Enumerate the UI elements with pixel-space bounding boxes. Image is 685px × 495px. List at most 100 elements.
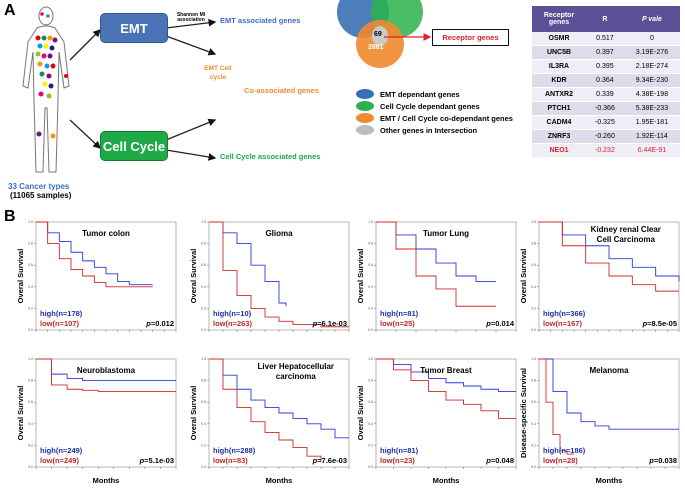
- p-value-cell: 1.92E-114: [623, 129, 680, 144]
- high-label: high(n=81): [380, 309, 419, 318]
- y-axis-label: Overal Survival: [189, 249, 198, 304]
- table-row: ZNRF3 -0.260 1.92E-114: [532, 129, 680, 144]
- km-plot: 0.0 0.2 0.4 0.6 0.8 1.0 Liver Hepatocellularca…: [189, 357, 350, 485]
- plot-title: Liver Hepatocellular: [258, 362, 334, 371]
- r-value-cell: 0.339: [586, 87, 624, 102]
- samples-label: (11065 samples): [10, 191, 72, 200]
- y-tick-label: 0.6: [531, 263, 536, 267]
- receptor-table: Receptor genes R P vale OSMR 0.517 0 UNC5B 0…: [532, 6, 680, 158]
- venn-inner-2861: 2861: [368, 44, 384, 51]
- r-value-cell: -0.366: [586, 101, 624, 116]
- low-label: low(n=25): [380, 319, 415, 328]
- gene-name-cell: ZNRF3: [532, 129, 586, 144]
- low-series-line: [539, 221, 679, 292]
- venn-diagram: [337, 0, 423, 68]
- y-tick-label: 1.0: [368, 357, 373, 361]
- y-axis-label: Overal Survival: [189, 386, 198, 441]
- y-tick-label: 0.0: [201, 465, 206, 469]
- plot-title: Kidney renal Clear: [591, 225, 661, 234]
- table-row: PTCH1 -0.366 5.38E-233: [532, 101, 680, 116]
- p-value-label: p=6.1e-03: [312, 319, 347, 328]
- y-tick-label: 1.0: [28, 357, 33, 361]
- gene-name-cell: PTCH1: [532, 101, 586, 116]
- p-value-cell: 3.19E-276: [623, 45, 680, 60]
- plot-title-line2: carcinoma: [276, 372, 317, 381]
- p-value-label: p=5.1e-03: [139, 456, 174, 465]
- high-series-line: [36, 221, 153, 286]
- panel-letter-a: A: [4, 2, 16, 19]
- y-tick-label: 0.6: [531, 400, 536, 404]
- r-value-cell: -0.260: [586, 129, 624, 144]
- low-series-line: [376, 221, 496, 307]
- r-value-cell: 0.364: [586, 73, 624, 88]
- y-tick-label: 0.0: [28, 328, 33, 332]
- high-series-line: [376, 358, 516, 392]
- legend-cell-cycle: Cell Cycle dependant genes: [356, 100, 513, 112]
- high-label: high(n=10): [213, 309, 252, 318]
- x-axis-label: Months: [596, 476, 623, 485]
- legend-emt: EMT dependant genes: [356, 88, 513, 100]
- y-tick-label: 0.4: [368, 422, 373, 426]
- venn-arrow: [384, 33, 432, 41]
- co-genes-label: Co-associated genes: [244, 86, 320, 95]
- high-label: high(n=186): [543, 446, 586, 455]
- y-tick-label: 0.0: [368, 328, 373, 332]
- table-row: CADM4 -0.325 1.95E-181: [532, 115, 680, 130]
- low-label: low(n=107): [40, 319, 79, 328]
- y-tick-label: 0.4: [201, 422, 206, 426]
- y-tick-label: 0.0: [28, 465, 33, 469]
- y-axis-label: Overal Survival: [16, 386, 25, 441]
- y-tick-label: 0.2: [531, 443, 536, 447]
- p-value-label: p=0.012: [145, 319, 174, 328]
- y-axis-label: Overal Survival: [356, 386, 365, 441]
- y-tick-label: 0.4: [28, 285, 33, 289]
- r-value-cell: 0.517: [586, 32, 624, 46]
- p-value-cell: 9.34E-230: [623, 73, 680, 88]
- emt-genes-label: EMT associated genes: [220, 16, 301, 25]
- r-value-cell: -0.325: [586, 115, 624, 130]
- y-tick-label: 0.0: [201, 328, 206, 332]
- low-series-line: [376, 358, 516, 419]
- low-series-line: [539, 358, 574, 455]
- p-value-cell: 2.18E-274: [623, 59, 680, 74]
- y-axis-label: Overal Survival: [16, 249, 25, 304]
- x-axis-label: Months: [433, 476, 460, 485]
- y-tick-label: 0.2: [201, 443, 206, 447]
- high-label: high(n=178): [40, 309, 83, 318]
- plot-title: Melanoma: [589, 366, 629, 375]
- y-tick-label: 1.0: [28, 220, 33, 224]
- emt-box: EMT: [100, 13, 168, 43]
- gene-name-cell: UNC5B: [532, 45, 586, 60]
- p-value-label: p=0.048: [485, 456, 514, 465]
- high-label: high(n=366): [543, 309, 586, 318]
- table-row: IL3RA 0.395 2.18E-274: [532, 59, 680, 74]
- y-tick-label: 0.0: [368, 465, 373, 469]
- gene-name-cell: CADM4: [532, 115, 586, 130]
- y-tick-label: 0.4: [531, 422, 536, 426]
- low-label: low(n=263): [213, 319, 252, 328]
- y-tick-label: 0.6: [201, 400, 206, 404]
- plot-title: Glioma: [265, 229, 293, 238]
- emt-cellcycle-label: EMT Cell cycle: [204, 65, 232, 81]
- y-tick-label: 0.8: [531, 242, 536, 246]
- y-tick-label: 0.0: [531, 328, 536, 332]
- table-header-p: P vale: [623, 6, 680, 32]
- y-tick-label: 1.0: [201, 220, 206, 224]
- y-tick-label: 0.8: [201, 379, 206, 383]
- gene-name-cell: NEO1: [532, 143, 586, 158]
- y-tick-label: 0.6: [201, 263, 206, 267]
- y-tick-label: 0.4: [201, 285, 206, 289]
- y-tick-label: 1.0: [531, 357, 536, 361]
- plot-title-line2: Cell Carcinoma: [597, 235, 656, 244]
- cancer-types-label: 33 Cancer types: [8, 182, 70, 191]
- table-row: ANTXR2 0.339 4.38E-198: [532, 87, 680, 102]
- p-value-label: p=7.6e-03: [312, 456, 347, 465]
- venn-inner-69: 69: [374, 31, 382, 38]
- y-axis-label: Disease-specific Survival: [519, 368, 528, 458]
- y-tick-label: 0.2: [28, 443, 33, 447]
- r-value-cell: 0.397: [586, 45, 624, 60]
- table-row: KDR 0.364 9.34E-230: [532, 73, 680, 88]
- km-plot: 0.0 0.2 0.4 0.6 0.8 1.0 Tumor colon Overal Surv…: [16, 220, 177, 332]
- high-series-line: [539, 358, 679, 430]
- high-label: high(n=249): [40, 446, 83, 455]
